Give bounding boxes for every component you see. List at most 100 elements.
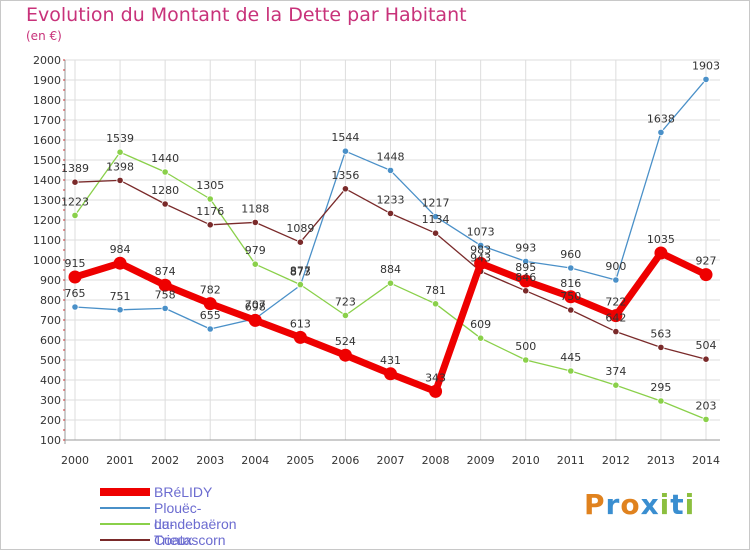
data-point [251,218,259,226]
data-label: 1539 [106,132,134,145]
data-label: 983 [470,243,491,256]
data-point [474,256,488,270]
data-point [657,397,665,405]
data-label: 1398 [106,160,134,173]
data-label: 642 [605,312,626,325]
data-label: 1134 [422,213,450,226]
data-label: 873 [290,265,311,278]
data-point [251,260,259,268]
data-label: 203 [696,399,717,412]
data-label: 1035 [647,233,675,246]
y-tick-label: 200 [40,414,61,427]
y-unit-label: (en €) [26,29,62,43]
data-label: 1305 [196,179,224,192]
data-label: 751 [110,290,131,303]
data-label: 1903 [692,59,720,72]
y-tick-label: 800 [40,294,61,307]
data-point [71,211,79,219]
data-point [296,238,304,246]
x-tick-label: 2014 [692,454,720,467]
data-label: 504 [696,339,717,352]
data-point [161,168,169,176]
y-tick-label: 900 [40,274,61,287]
data-point [206,221,214,229]
data-label: 1233 [377,193,405,206]
y-tick-label: 500 [40,354,61,367]
y-tick-label: 1300 [33,194,61,207]
data-label: 524 [335,335,356,348]
data-point [431,300,440,308]
data-label: 1176 [196,205,224,218]
proxiti-logo: Proxiti [584,488,695,521]
data-point [338,348,352,362]
data-label: 781 [425,284,446,297]
data-label: 343 [425,371,446,384]
data-point [522,356,530,364]
data-label: 816 [560,277,581,290]
x-tick-label: 2007 [377,454,405,467]
data-label: 1440 [151,152,179,165]
y-tick-label: 1800 [33,94,61,107]
data-label: 1089 [286,222,314,235]
data-point [519,274,533,288]
logo-letter: P [584,488,606,521]
data-point [431,213,440,221]
x-tick-label: 2005 [286,454,314,467]
x-tick-label: 2000 [61,454,89,467]
data-point [522,287,530,295]
data-point [71,303,79,311]
y-tick-label: 1500 [33,154,61,167]
data-label: 563 [650,327,671,340]
data-label: 984 [110,243,131,256]
data-point [68,270,82,284]
x-tick-label: 2003 [196,454,224,467]
x-tick-label: 2002 [151,454,179,467]
data-point [248,313,262,327]
data-label: 1217 [422,197,450,210]
data-point [386,279,395,287]
data-point [564,290,578,304]
legend-swatch [100,507,150,509]
data-point [612,276,620,284]
data-label: 374 [605,365,626,378]
data-label: 915 [65,257,86,270]
y-tick-label: 300 [40,394,61,407]
data-point [567,306,575,314]
y-tick-label: 700 [40,314,61,327]
logo-letter: o [620,488,641,521]
logo-letter: i [659,488,671,521]
data-point [612,381,620,389]
data-point [161,304,169,312]
logo-letter: r [605,488,621,521]
x-tick-label: 2011 [557,454,585,467]
y-tick-label: 1100 [33,234,61,247]
data-label: 884 [380,263,401,276]
data-point [116,148,124,156]
data-label: 782 [200,284,221,297]
y-tick-label: 100 [40,434,61,447]
x-tick-label: 2004 [241,454,269,467]
data-label: 895 [515,261,536,274]
x-tick-label: 2010 [512,454,540,467]
data-point [431,229,440,237]
y-tick-label: 600 [40,334,61,347]
data-point [702,355,710,363]
legend-swatch [100,539,150,541]
data-point [657,343,665,351]
data-point [71,178,79,186]
data-point [341,311,350,319]
data-labels: 915 984 874 782 698 613 524 431 343 983 895 816 722 1… [61,59,720,412]
data-point [612,327,620,336]
data-label: 943 [470,251,491,264]
data-label: 707 [245,299,266,312]
logo-letter: t [670,488,685,521]
x-tick-label: 2013 [647,454,675,467]
data-point [702,75,710,84]
data-point [567,264,575,272]
data-label: 613 [290,317,311,330]
legend-label: Landebaëron [154,516,237,532]
data-point [657,128,665,136]
y-tick-label: 2000 [33,54,61,67]
data-point [116,176,124,184]
